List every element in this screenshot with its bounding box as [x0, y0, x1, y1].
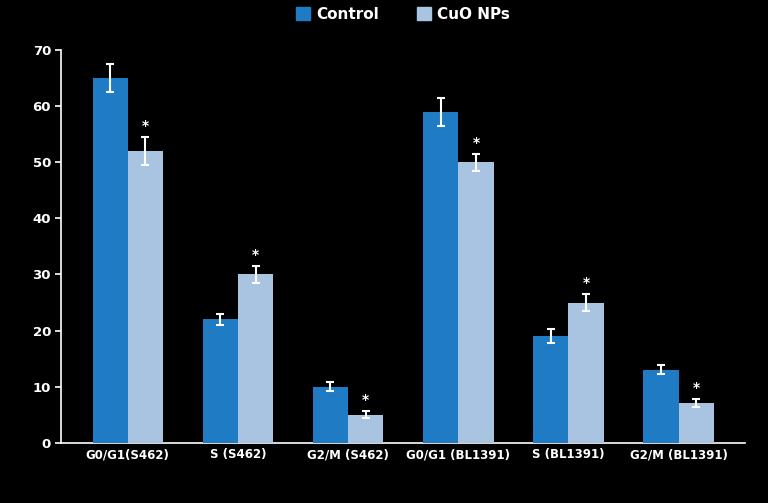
Bar [238, 275, 273, 443]
Text: *: * [252, 247, 259, 262]
Bar [92, 78, 127, 443]
Bar [313, 387, 348, 443]
Text: *: * [142, 119, 149, 133]
Legend: Control, CuO NPs: Control, CuO NPs [296, 7, 510, 22]
Text: *: * [362, 393, 369, 407]
Bar [679, 403, 714, 443]
Bar [423, 112, 458, 443]
Bar [644, 370, 679, 443]
Text: *: * [472, 135, 479, 149]
Text: *: * [693, 381, 700, 395]
Bar [568, 302, 604, 443]
Bar [203, 319, 238, 443]
Bar [348, 414, 383, 443]
Text: *: * [582, 276, 590, 290]
Bar [127, 151, 163, 443]
Bar [533, 336, 568, 443]
Bar [458, 162, 494, 443]
